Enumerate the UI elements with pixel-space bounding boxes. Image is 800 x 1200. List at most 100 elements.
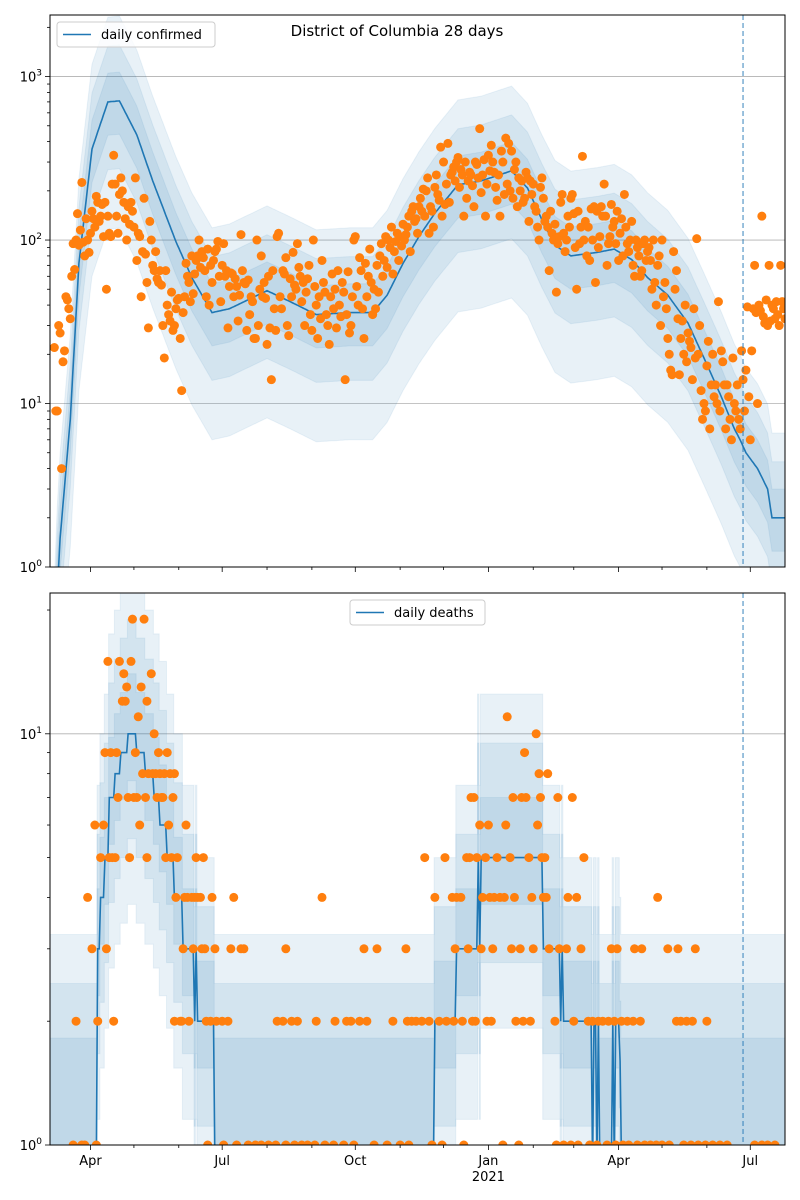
- observed-point: [612, 944, 622, 954]
- observed-point: [67, 271, 77, 281]
- observed-point: [776, 260, 785, 270]
- uncertainty-band-1: [55, 44, 785, 567]
- observed-point: [420, 853, 430, 863]
- observed-point: [467, 181, 477, 191]
- observed-point: [469, 202, 479, 212]
- observed-point: [109, 1016, 119, 1026]
- observed-point: [54, 321, 64, 331]
- x-tick-label: Apr: [607, 1154, 630, 1169]
- observed-point: [501, 820, 511, 830]
- observed-point: [463, 944, 473, 954]
- observed-point: [508, 792, 518, 802]
- observed-point: [223, 323, 233, 333]
- observed-point: [382, 262, 392, 272]
- observed-point: [83, 235, 93, 245]
- observed-point: [750, 1140, 760, 1145]
- observed-point: [436, 142, 446, 152]
- observed-point: [271, 325, 281, 335]
- observed-point: [116, 173, 126, 183]
- observed-point: [256, 251, 266, 261]
- observed-point: [674, 370, 684, 380]
- observed-point: [722, 1140, 732, 1145]
- observed-point: [292, 239, 302, 249]
- observed-point: [112, 211, 122, 221]
- observed-point: [763, 1140, 773, 1145]
- observed-point: [559, 1140, 569, 1145]
- observed-point: [721, 424, 731, 434]
- observed-point: [292, 1016, 302, 1026]
- observed-point: [324, 339, 334, 349]
- observed-point: [81, 214, 91, 224]
- observed-point: [427, 206, 437, 216]
- observed-point: [424, 1016, 434, 1026]
- observed-point: [317, 255, 327, 265]
- observed-point: [695, 321, 705, 331]
- observed-point: [184, 277, 194, 287]
- observed-point: [505, 186, 515, 196]
- observed-point: [590, 277, 600, 287]
- observed-point: [483, 150, 493, 160]
- observed-point: [734, 414, 744, 424]
- observed-point: [601, 211, 611, 221]
- observed-point: [588, 235, 598, 245]
- observed-point: [702, 361, 712, 371]
- y-tick-base: 10: [20, 71, 37, 86]
- observed-point: [724, 392, 734, 402]
- observed-point: [233, 316, 243, 326]
- observed-point: [615, 228, 625, 238]
- observed-point: [103, 656, 113, 666]
- observed-point: [334, 300, 344, 310]
- observed-point: [492, 853, 502, 863]
- observed-point: [690, 944, 700, 954]
- observed-point: [531, 206, 541, 216]
- observed-point: [415, 193, 425, 203]
- observed-point: [143, 323, 153, 333]
- observed-point: [57, 464, 67, 474]
- observed-point: [211, 244, 221, 254]
- observed-point: [252, 235, 262, 245]
- observed-point: [686, 343, 696, 353]
- observed-point: [650, 277, 660, 287]
- observed-point: [576, 944, 586, 954]
- observed-point: [236, 230, 246, 240]
- observed-point: [284, 331, 294, 341]
- observed-point: [583, 222, 593, 232]
- observed-point: [181, 258, 191, 268]
- observed-point: [702, 1016, 712, 1026]
- observed-point: [757, 211, 767, 221]
- observed-point: [101, 944, 111, 954]
- observed-point: [596, 202, 606, 212]
- observed-point: [551, 1140, 561, 1145]
- observed-point: [224, 281, 234, 291]
- observed-point: [656, 321, 666, 331]
- observed-point: [333, 266, 343, 276]
- x-tick-label: Jan: [477, 1154, 498, 1169]
- observed-point: [535, 182, 545, 192]
- observed-point: [62, 295, 72, 305]
- observed-point: [242, 325, 252, 335]
- observed-point: [645, 255, 655, 265]
- observed-point: [83, 892, 93, 902]
- observed-point: [494, 170, 504, 180]
- x-tick-label: Jul: [213, 1154, 230, 1169]
- observed-point: [140, 792, 150, 802]
- observed-point: [87, 206, 97, 216]
- observed-point: [440, 853, 450, 863]
- y-tick-exponent: 1: [36, 726, 42, 736]
- observed-point: [376, 239, 386, 249]
- y-tick-base: 10: [20, 234, 37, 249]
- observed-point: [585, 1140, 595, 1145]
- observed-point: [204, 300, 214, 310]
- legend-box: [349, 599, 486, 626]
- observed-point: [712, 399, 722, 409]
- observed-point: [303, 1140, 313, 1145]
- observed-point: [556, 197, 566, 207]
- observed-point: [342, 310, 352, 320]
- observed-point: [413, 228, 422, 238]
- observed-point: [671, 266, 681, 276]
- observed-point: [679, 349, 689, 359]
- observed-point: [268, 266, 278, 276]
- observed-point: [281, 944, 291, 954]
- observed-point: [673, 944, 683, 954]
